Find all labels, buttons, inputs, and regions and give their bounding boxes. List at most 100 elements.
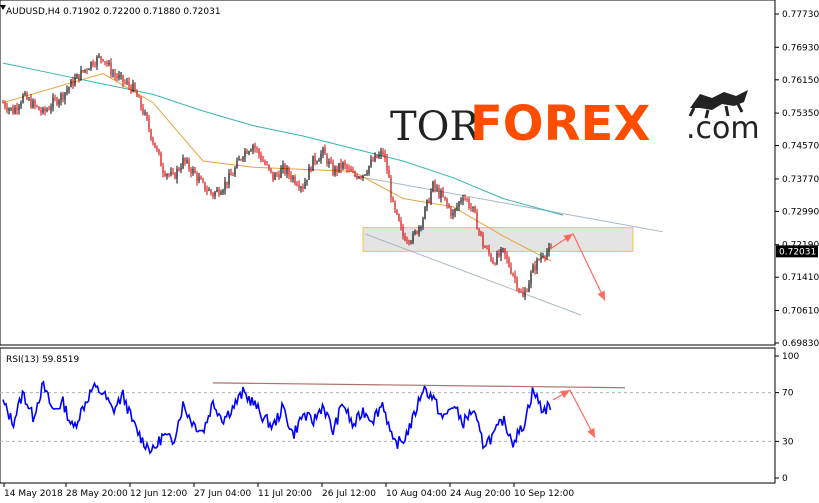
candle-body — [178, 168, 180, 171]
candle-body — [200, 177, 202, 180]
logo-text-forex: FOREX — [470, 96, 650, 152]
candle-body — [424, 207, 426, 219]
candle-body — [462, 198, 464, 201]
rsi-axis: 100 70 30 0 — [775, 352, 799, 484]
candle-body — [228, 173, 230, 185]
candle-body — [446, 199, 448, 205]
candle-body — [400, 221, 402, 227]
candle-body — [36, 105, 38, 107]
candle-body — [246, 150, 248, 154]
candle-body — [428, 199, 430, 203]
logo-text-tor: TOR — [390, 104, 481, 150]
candle-body — [20, 102, 22, 107]
candle-body — [448, 204, 450, 208]
logo-text-com: .com — [686, 111, 760, 146]
candle-body — [488, 248, 490, 254]
candle-body — [334, 167, 336, 175]
candle-body — [404, 236, 406, 241]
candle-body — [96, 56, 98, 66]
candle-body — [240, 159, 242, 160]
candle-body — [70, 80, 72, 88]
candle-body — [266, 164, 268, 166]
price-tick-label: 0.77730 — [782, 10, 819, 20]
candle-body — [218, 189, 220, 195]
candle-body — [220, 192, 222, 195]
candle-body — [542, 256, 544, 258]
candle-body — [476, 212, 478, 230]
candle-body — [134, 83, 136, 91]
candle-body — [84, 69, 86, 72]
candle-body — [524, 291, 526, 297]
collapse-triangle-icon[interactable] — [0, 5, 6, 10]
candle-body — [430, 191, 432, 203]
candle-body — [314, 155, 316, 163]
candle-body — [22, 94, 24, 103]
candle-body — [360, 177, 362, 178]
candle-body — [18, 106, 20, 110]
price-tick-label: 0.72990 — [782, 207, 819, 217]
candle-body — [166, 174, 168, 176]
candle-body — [474, 206, 476, 213]
candle-body — [210, 189, 212, 194]
candle-body — [58, 100, 60, 105]
candle-body — [62, 93, 64, 100]
candle-body — [248, 151, 250, 154]
candle-body — [338, 162, 340, 172]
candle-body — [520, 291, 522, 292]
candle-body — [16, 107, 18, 110]
candle-body — [258, 149, 260, 155]
candle-body — [508, 259, 510, 267]
candle-body — [370, 159, 372, 166]
rsi-tick-label: 0 — [782, 474, 788, 484]
candle-body — [374, 155, 376, 161]
price-tick-label: 0.69830 — [782, 339, 819, 349]
candle-body — [170, 171, 172, 175]
rsi-forecast-arrow — [552, 389, 596, 439]
candle-body — [498, 252, 500, 257]
candle-body — [280, 168, 282, 178]
candle-body — [548, 247, 550, 253]
candle-body — [150, 129, 152, 139]
candle-body — [490, 253, 492, 261]
rsi-forecast-arrow-head — [587, 427, 595, 438]
candle-body — [56, 98, 58, 105]
time-tick-label: 27 Jun 04:00 — [194, 489, 251, 499]
candle-body — [26, 93, 28, 100]
candle-body — [482, 234, 484, 247]
torforex-logo: TOR FOREX .com — [390, 90, 760, 152]
candle-body — [320, 153, 322, 161]
candle-body — [300, 186, 302, 188]
candle-body — [418, 226, 420, 234]
candle-body — [384, 154, 386, 159]
candle-body — [504, 248, 506, 255]
candle-body — [244, 150, 246, 158]
candle-body — [260, 154, 262, 161]
time-tick-label: 26 Jul 12:00 — [322, 489, 376, 499]
candle-body — [82, 70, 84, 72]
candle-body — [268, 164, 270, 169]
price-tick-label: 0.71410 — [782, 273, 819, 283]
candle-body — [262, 160, 264, 162]
candle-body — [188, 160, 190, 169]
candle-body — [40, 110, 42, 113]
price-tick-label: 0.70610 — [782, 307, 819, 317]
candle-body — [444, 196, 446, 200]
candle-body — [86, 69, 88, 71]
candle-body — [410, 241, 412, 243]
time-axis: 14 May 2018 28 May 20:00 12 Jun 12:00 27 Ju… — [3, 483, 574, 499]
candle-body — [330, 161, 332, 163]
candle-body — [14, 107, 16, 114]
candle-body — [532, 265, 534, 273]
candle-body — [392, 197, 394, 202]
price-layer — [2, 53, 664, 316]
candle-body — [450, 207, 452, 216]
candle-body — [122, 75, 124, 83]
candle-body — [28, 98, 30, 100]
candle-body — [130, 86, 132, 92]
candle-body — [114, 73, 116, 76]
candle-body — [30, 98, 32, 108]
rsi-layer — [0, 380, 775, 455]
candle-body — [356, 175, 358, 179]
price-panel-border — [0, 0, 776, 346]
candle-body — [138, 97, 140, 98]
